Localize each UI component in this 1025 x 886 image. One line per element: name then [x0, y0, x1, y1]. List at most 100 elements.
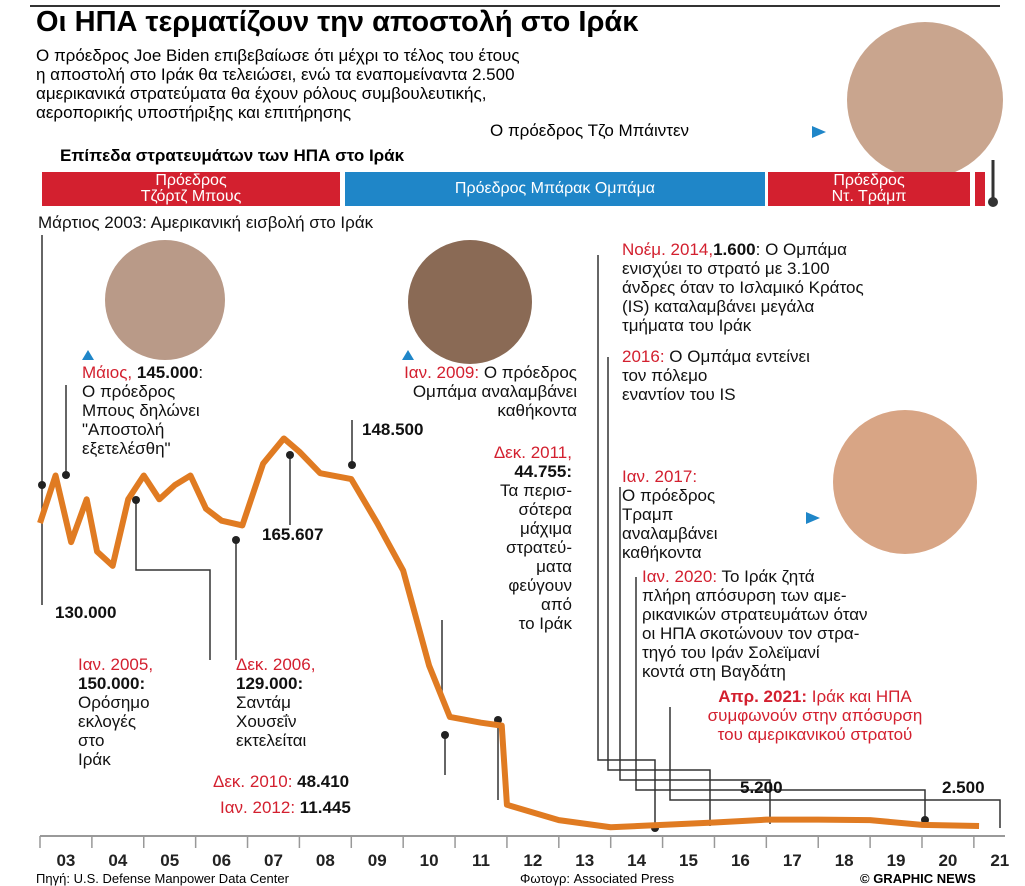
obama-photo	[408, 240, 532, 364]
chart-title: Επίπεδα στρατευμάτων των ΗΠΑ στο Ιράκ	[60, 146, 405, 165]
annotation-line: ρικανικών στρατευμάτων όταν	[642, 605, 868, 624]
annotation-text: 130.000	[55, 603, 117, 622]
annotation-text: συμφωνούν στην απόσυρση	[707, 706, 923, 725]
annotation-line: τηγό του Ιράν Σολεϊμανί	[642, 643, 868, 662]
annotation: 165.607	[262, 525, 323, 544]
annotation-line: 165.607	[262, 525, 323, 544]
annotation: Νοέμ. 2014,1.600: Ο Ομπάμα ενισχύει το στ…	[622, 240, 864, 335]
caption-pointer	[812, 126, 826, 138]
troop-line	[37, 435, 980, 831]
annotation-text: ρικανικών στρατευμάτων όταν	[642, 605, 868, 624]
annotation-line: 130.000	[55, 603, 116, 622]
annotation: Ιαν. 2017: Ο πρόεδρος Τραμπ αναλαμβάνει καθή…	[622, 467, 717, 562]
annotation-line: 5.200	[740, 778, 783, 797]
annotation-text: τηγό του Ιράν Σολεϊμανί	[642, 643, 820, 662]
annotation-line: 2016: Ο Ομπάμα εντείνει	[622, 347, 810, 366]
title: Οι ΗΠΑ τερματίζουν την αποστολή στο Ιράκ	[36, 6, 639, 38]
subtitle-line: αεροπορικής υποστήριξης και επιτήρησης	[36, 103, 352, 122]
annotation-text: Ο Ομπάμα εντείνει	[664, 347, 810, 366]
annotation-line: Δεκ. 2011,	[430, 443, 572, 462]
trump-pointer	[806, 512, 820, 524]
annotation-line: εξετελέσθη"	[82, 439, 203, 458]
annotation-line: Σαντάμ	[236, 693, 315, 712]
annotation: Ιαν. 2009: Ο πρόεδρος Ομπάμα αναλαμβάνει κ…	[292, 363, 577, 420]
president-bar: Πρόεδρος Μπάρακ Ομπάμα	[345, 172, 765, 206]
annotation-text: Ιράκ	[78, 750, 111, 769]
annotation-line: ματα	[430, 557, 572, 576]
annotation-text: 165.607	[262, 525, 324, 544]
annotation-line: καθήκοντα	[622, 543, 717, 562]
annotation-text: "Αποστολή	[82, 420, 165, 439]
annotation-line: Νοέμ. 2014,1.600: Ο Ομπάμα	[622, 240, 864, 259]
x-tick-label: 16	[731, 851, 750, 870]
annotation-text: Τα περισ-	[500, 481, 572, 500]
annotation-line: Δεκ. 2006,	[236, 655, 315, 674]
annotation-text: Ο πρόεδρος	[622, 486, 716, 505]
x-tick-label: 18	[835, 851, 854, 870]
annotation-text: το Ιράκ	[518, 614, 572, 633]
subtitle: Ο πρόεδρος Joe Biden επιβεβαίωσε ότι μέχ…	[36, 46, 520, 122]
annotation-text: Δεκ. 2010:	[213, 772, 293, 791]
president-bar: Πρόεδρος Ντ. Τράμπ	[768, 172, 970, 206]
annotation-line: Ιράκ	[78, 750, 153, 769]
annotation-line: Ο πρόεδρος	[82, 382, 203, 401]
annotation-line: εκλογές	[78, 712, 153, 731]
photo-credit: Φωτογρ: Associated Press	[520, 871, 675, 886]
annotation-line: Τα περισ-	[430, 481, 572, 500]
annotation-line: 44.755:	[430, 462, 572, 481]
annotation-text: Νοέμ. 2014,	[622, 240, 714, 259]
x-tick-label: 04	[108, 851, 127, 870]
annotation-text: εκλογές	[78, 712, 137, 731]
obama-pointer	[402, 350, 414, 360]
annotation-text: Μάιος,	[82, 363, 133, 382]
annotation-text: άνδρες όταν το Ισλαμικό Κράτος	[622, 278, 864, 297]
annotation-text: Ορόσημο	[78, 693, 150, 712]
annotation: Δεκ. 2006, 129.000: Σαντάμ Χουσεΐν εκτελείτα…	[236, 655, 315, 750]
annotation-line: πλήρη απόσυρση των αμε-	[642, 586, 868, 605]
annotation-line: Ιαν. 2020: Το Ιράκ ζητά	[642, 567, 868, 586]
annotation-line: Τραμπ	[622, 505, 717, 524]
annotation-text: κοντά στη Βαγδάτη	[642, 662, 786, 681]
annotation-line: Χουσεΐν	[236, 712, 315, 731]
annotation-text: Σαντάμ	[236, 693, 291, 712]
president-label: Πρόεδρος	[155, 172, 227, 189]
annotation-line: από	[430, 595, 572, 614]
annotation-line: στο	[78, 731, 153, 750]
x-tick-label: 05	[160, 851, 179, 870]
annotation: Απρ. 2021: Ιράκ και ΗΠΑ συμφωνούν στην απ…	[670, 687, 960, 744]
annotation-text: οι ΗΠΑ σκοτώνουν τον στρα-	[642, 624, 860, 643]
annotation-text: 48.410	[292, 772, 350, 791]
connectors	[41, 235, 1001, 828]
x-tick-label: 20	[938, 851, 957, 870]
subtitle-line: Ο πρόεδρος Joe Biden επιβεβαίωσε ότι μέχ…	[36, 46, 520, 65]
annotation-line: στρατεύ-	[430, 538, 572, 557]
annotation-line: 129.000:	[236, 674, 315, 693]
annotation-text: εξετελέσθη"	[82, 439, 171, 458]
annotation-text: Ο πρόεδρος	[82, 382, 176, 401]
annotation-text: 2016:	[622, 347, 665, 366]
x-tick-label: 21	[990, 851, 1009, 870]
annotation-text: Ιαν. 2012:	[220, 798, 296, 817]
thermo-bulb	[988, 197, 998, 207]
annotation-text: :	[198, 363, 204, 382]
annotation-line: το Ιράκ	[430, 614, 572, 633]
annotation-line: Ομπάμα αναλαμβάνει	[292, 382, 577, 401]
axis-band	[40, 836, 1005, 870]
annotation-text: φεύγουν	[508, 576, 572, 595]
annotation-text: στο	[78, 731, 105, 750]
annotation-text: (IS) καταλαμβάνει μεγάλα	[622, 297, 815, 316]
annotation-line: τμήματα του Ιράκ	[622, 316, 864, 335]
annotation-text: στρατεύ-	[506, 538, 572, 557]
annotation-text: 145.000	[132, 363, 199, 382]
annotation-line: 150.000:	[78, 674, 153, 693]
annotation-line: τον πόλεμο	[622, 366, 810, 385]
annotation-line: άνδρες όταν το Ισλαμικό Κράτος	[622, 278, 864, 297]
annotation: Μάιος, 145.000: Ο πρόεδρος Μπους δηλώνει "Α…	[82, 363, 203, 458]
annotation-text: 5.200	[740, 778, 783, 797]
annotation-text: ενισχύει το στρατό με 3.100	[622, 259, 830, 278]
annotation-text: τον πόλεμο	[622, 366, 708, 385]
x-tick-label: 13	[575, 851, 594, 870]
annotation: Ιαν. 2020: Το Ιράκ ζητά πλήρη απόσυρση τω…	[642, 567, 868, 681]
x-tick-label: 15	[679, 851, 698, 870]
